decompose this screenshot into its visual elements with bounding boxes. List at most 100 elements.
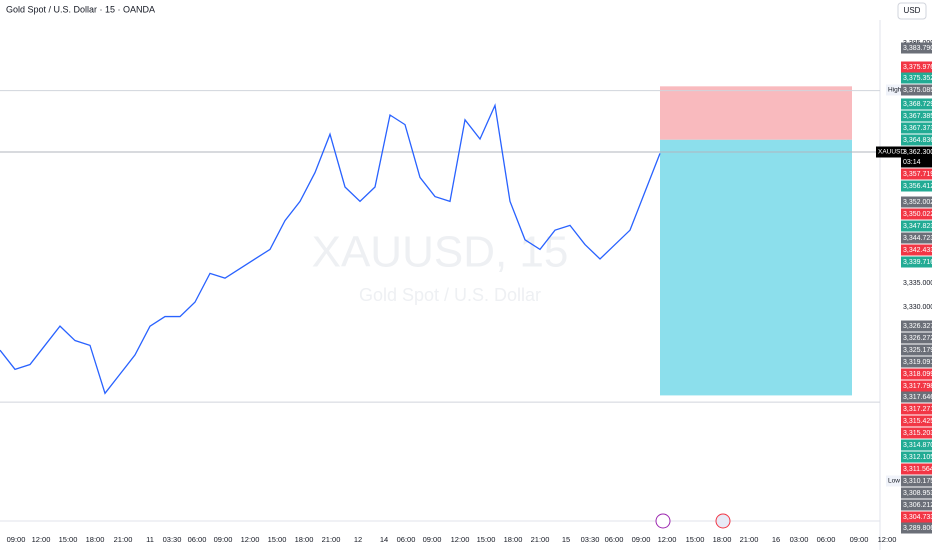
price-label-bg <box>901 180 932 192</box>
price-label: 3,308.953 <box>903 490 932 497</box>
currency[interactable]: USD <box>904 6 921 15</box>
price-label: 3,312.105 <box>903 454 932 461</box>
price-label: 3,375.085 <box>903 87 932 94</box>
time-label: 15:00 <box>686 535 705 544</box>
price-label-bg <box>901 451 932 463</box>
time-label: 09:00 <box>423 535 442 544</box>
event-icon[interactable] <box>655 513 671 529</box>
axis-tag: XAUUSD <box>878 149 905 156</box>
price-label-bg <box>901 344 932 356</box>
price-label-bg <box>901 72 932 84</box>
price-label: 3,339.716 <box>903 259 932 266</box>
time-label: 06:00 <box>397 535 416 544</box>
time-label: 12 <box>354 535 362 544</box>
price-label: 03:14 <box>903 159 921 166</box>
price-label: 3,367.373 <box>903 125 932 132</box>
time-label: 09:00 <box>214 535 233 544</box>
price-label-bg <box>901 332 932 344</box>
price-label: 3,347.823 <box>903 223 932 230</box>
time-label: 09:00 <box>7 535 26 544</box>
time-label: 09:00 <box>850 535 869 544</box>
price-label-bg <box>901 439 932 451</box>
currency-button[interactable] <box>897 2 927 20</box>
price-label: 3,311.564 <box>903 466 932 473</box>
time-label: 09:00 <box>632 535 651 544</box>
price-label-bg <box>901 415 932 427</box>
time-label: 15:00 <box>477 535 496 544</box>
axis-tag-bg <box>886 475 901 487</box>
target-zone <box>660 139 852 396</box>
time-label: 12:00 <box>878 535 897 544</box>
price-label-bg <box>901 122 932 134</box>
price-label: 3,364.836 <box>903 137 932 144</box>
time-label: 21:00 <box>114 535 133 544</box>
price-label-bg <box>901 168 932 180</box>
price-label-bg <box>901 522 932 534</box>
time-label: 21:00 <box>322 535 341 544</box>
time-label: 06:00 <box>817 535 836 544</box>
price-label-bg <box>901 320 932 332</box>
price-label: 3,352.002 <box>903 199 932 206</box>
price-label: 3,304.733 <box>903 514 932 521</box>
price-label: 3,326.272 <box>903 335 932 342</box>
time-label: 03:00 <box>790 535 809 544</box>
time-label: 12:00 <box>32 535 51 544</box>
price-label: 3,335.000 <box>903 280 932 287</box>
price-label: 3,318.099 <box>903 371 932 378</box>
price-label-bg <box>901 391 932 403</box>
price-line <box>0 103 661 395</box>
price-label: 3,383.790 <box>903 45 932 52</box>
axis-tag: High <box>888 87 902 94</box>
price-label: 3,306.212 <box>903 502 932 509</box>
price-label-bg <box>901 475 932 487</box>
price-label-bg <box>901 356 932 368</box>
price-label-bg <box>901 146 932 158</box>
price-label: 3,342.433 <box>903 247 932 254</box>
price-label-bg <box>901 84 932 96</box>
price-label: 3,356.412 <box>903 183 932 190</box>
price-label: 3,315.203 <box>903 430 932 437</box>
time-label: 18:00 <box>504 535 523 544</box>
price-label: 3,317.646 <box>903 394 932 401</box>
time-label: 12:00 <box>241 535 260 544</box>
price-label: 3,368.729 <box>903 101 932 108</box>
time-label: 03:30 <box>581 535 600 544</box>
price-label: 3,362.300 <box>903 149 932 156</box>
time-label: 18:00 <box>713 535 732 544</box>
price-label-bg <box>901 487 932 499</box>
price-label-bg <box>901 110 932 122</box>
price-label-bg <box>901 232 932 244</box>
price-label: 3,375.976 <box>903 64 932 71</box>
time-label: 03:30 <box>163 535 182 544</box>
price-label-bg <box>901 220 932 232</box>
price-label-bg <box>901 42 932 54</box>
watermark-name: Gold Spot / U.S. Dollar <box>359 285 541 305</box>
event-icon[interactable] <box>715 513 731 529</box>
price-label-bg <box>901 463 932 475</box>
watermark-symbol: XAUUSD, 15 <box>312 228 569 277</box>
price-label: 3,326.327 <box>903 323 932 330</box>
price-label-bg <box>901 98 932 110</box>
time-label: 15:00 <box>268 535 287 544</box>
time-label: 12:00 <box>658 535 677 544</box>
stop-zone <box>660 86 852 140</box>
price-label-bg <box>901 380 932 392</box>
price-label-bg <box>901 256 932 268</box>
price-label-bg <box>901 208 932 220</box>
axis-tag: Low <box>888 478 900 485</box>
price-label: 3,350.022 <box>903 211 932 218</box>
price-label: 3,357.719 <box>903 171 932 178</box>
time-label: 14 <box>380 535 388 544</box>
price-label: 3,367.385 <box>903 113 932 120</box>
axis-tag-bg <box>876 146 901 158</box>
time-label: 18:00 <box>86 535 105 544</box>
axis-tag-bg <box>886 84 901 96</box>
price-label: 3,289.806 <box>903 525 932 532</box>
time-label: 16 <box>772 535 780 544</box>
price-label-bg <box>901 368 932 380</box>
time-label: 18:00 <box>295 535 314 544</box>
time-label: 11 <box>146 535 154 544</box>
price-label: 3,317.798 <box>903 383 932 390</box>
symbol-title: Gold Spot / U.S. Dollar · 15 · OANDA <box>6 4 155 14</box>
